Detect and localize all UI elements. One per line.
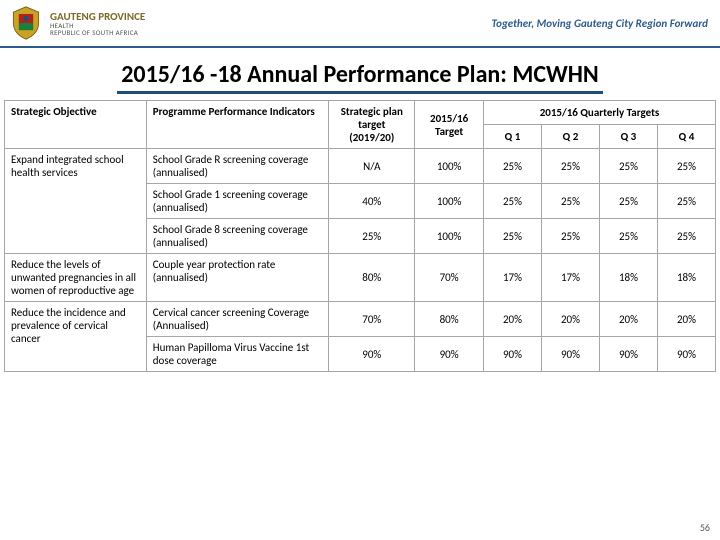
province-sub2: REPUBLIC OF SOUTH AFRICA bbox=[50, 29, 145, 36]
q2-cell: 20% bbox=[541, 302, 599, 337]
spt-cell: 40% bbox=[329, 184, 415, 219]
col-q4: Q 4 bbox=[657, 125, 715, 149]
spt-cell: 70% bbox=[329, 302, 415, 337]
indicator-cell: School Grade R screening coverage (annua… bbox=[146, 149, 329, 184]
performance-table: Strategic Objective Programme Performanc… bbox=[4, 100, 716, 372]
indicator-cell: Couple year protection rate (annualised) bbox=[146, 254, 329, 302]
q1-cell: 90% bbox=[483, 337, 541, 372]
col-strategic-objective: Strategic Objective bbox=[5, 101, 147, 149]
col-programme-indicators: Programme Performance Indicators bbox=[146, 101, 329, 149]
col-q1: Q 1 bbox=[483, 125, 541, 149]
spt-cell: 25% bbox=[329, 219, 415, 254]
spt-cell: N/A bbox=[329, 149, 415, 184]
q3-cell: 25% bbox=[599, 219, 657, 254]
province-block: GAUTENG PROVINCE HEALTH REPUBLIC OF SOUT… bbox=[50, 11, 145, 36]
col-strategic-plan-target: Strategic plan target (2019/20) bbox=[329, 101, 415, 149]
spt-cell: 90% bbox=[329, 337, 415, 372]
header-bar: GAUTENG PROVINCE HEALTH REPUBLIC OF SOUT… bbox=[0, 0, 720, 48]
col-q3: Q 3 bbox=[599, 125, 657, 149]
tgt-cell: 100% bbox=[415, 184, 484, 219]
logo-group: GAUTENG PROVINCE HEALTH REPUBLIC OF SOUT… bbox=[8, 5, 145, 41]
q4-cell: 90% bbox=[657, 337, 715, 372]
q2-cell: 17% bbox=[541, 254, 599, 302]
q4-cell: 25% bbox=[657, 219, 715, 254]
q3-cell: 18% bbox=[599, 254, 657, 302]
q3-cell: 20% bbox=[599, 302, 657, 337]
spt-cell: 80% bbox=[329, 254, 415, 302]
table-row: Reduce the levels of unwanted pregnancie… bbox=[5, 254, 716, 302]
q3-cell: 25% bbox=[599, 149, 657, 184]
q3-cell: 90% bbox=[599, 337, 657, 372]
page-number: 56 bbox=[700, 521, 710, 534]
table-row: Reduce the incidence and prevalence of c… bbox=[5, 302, 716, 337]
province-name: GAUTENG PROVINCE bbox=[50, 11, 145, 22]
q4-cell: 20% bbox=[657, 302, 715, 337]
tgt-cell: 90% bbox=[415, 337, 484, 372]
q1-cell: 20% bbox=[483, 302, 541, 337]
q4-cell: 25% bbox=[657, 149, 715, 184]
page-title: 2015/16 -18 Annual Performance Plan: MCW… bbox=[117, 60, 602, 94]
crest-icon bbox=[8, 5, 44, 41]
q2-cell: 25% bbox=[541, 149, 599, 184]
q4-cell: 25% bbox=[657, 184, 715, 219]
header-slogan: Together, Moving Gauteng City Region For… bbox=[492, 17, 712, 30]
indicator-cell: Human Papilloma Virus Vaccine 1st dose c… bbox=[146, 337, 329, 372]
tgt-cell: 80% bbox=[415, 302, 484, 337]
tgt-cell: 70% bbox=[415, 254, 484, 302]
q4-cell: 18% bbox=[657, 254, 715, 302]
tgt-cell: 100% bbox=[415, 149, 484, 184]
q1-cell: 25% bbox=[483, 149, 541, 184]
q1-cell: 25% bbox=[483, 184, 541, 219]
indicator-cell: Cervical cancer screening Coverage (Annu… bbox=[146, 302, 329, 337]
q1-cell: 25% bbox=[483, 219, 541, 254]
q2-cell: 25% bbox=[541, 219, 599, 254]
table-header-row-1: Strategic Objective Programme Performanc… bbox=[5, 101, 716, 125]
col-1516-target: 2015/16 Target bbox=[415, 101, 484, 149]
objective-cell: Expand integrated school health services bbox=[5, 149, 147, 254]
objective-cell: Reduce the incidence and prevalence of c… bbox=[5, 302, 147, 372]
q2-cell: 25% bbox=[541, 184, 599, 219]
tgt-cell: 100% bbox=[415, 219, 484, 254]
indicator-cell: School Grade 8 screening coverage (annua… bbox=[146, 219, 329, 254]
q2-cell: 90% bbox=[541, 337, 599, 372]
q1-cell: 17% bbox=[483, 254, 541, 302]
table-row: Expand integrated school health services… bbox=[5, 149, 716, 184]
objective-cell: Reduce the levels of unwanted pregnancie… bbox=[5, 254, 147, 302]
title-wrap: 2015/16 -18 Annual Performance Plan: MCW… bbox=[0, 60, 720, 94]
col-q2: Q 2 bbox=[541, 125, 599, 149]
q3-cell: 25% bbox=[599, 184, 657, 219]
indicator-cell: School Grade 1 screening coverage (annua… bbox=[146, 184, 329, 219]
col-quarterly-targets: 2015/16 Quarterly Targets bbox=[483, 101, 715, 125]
